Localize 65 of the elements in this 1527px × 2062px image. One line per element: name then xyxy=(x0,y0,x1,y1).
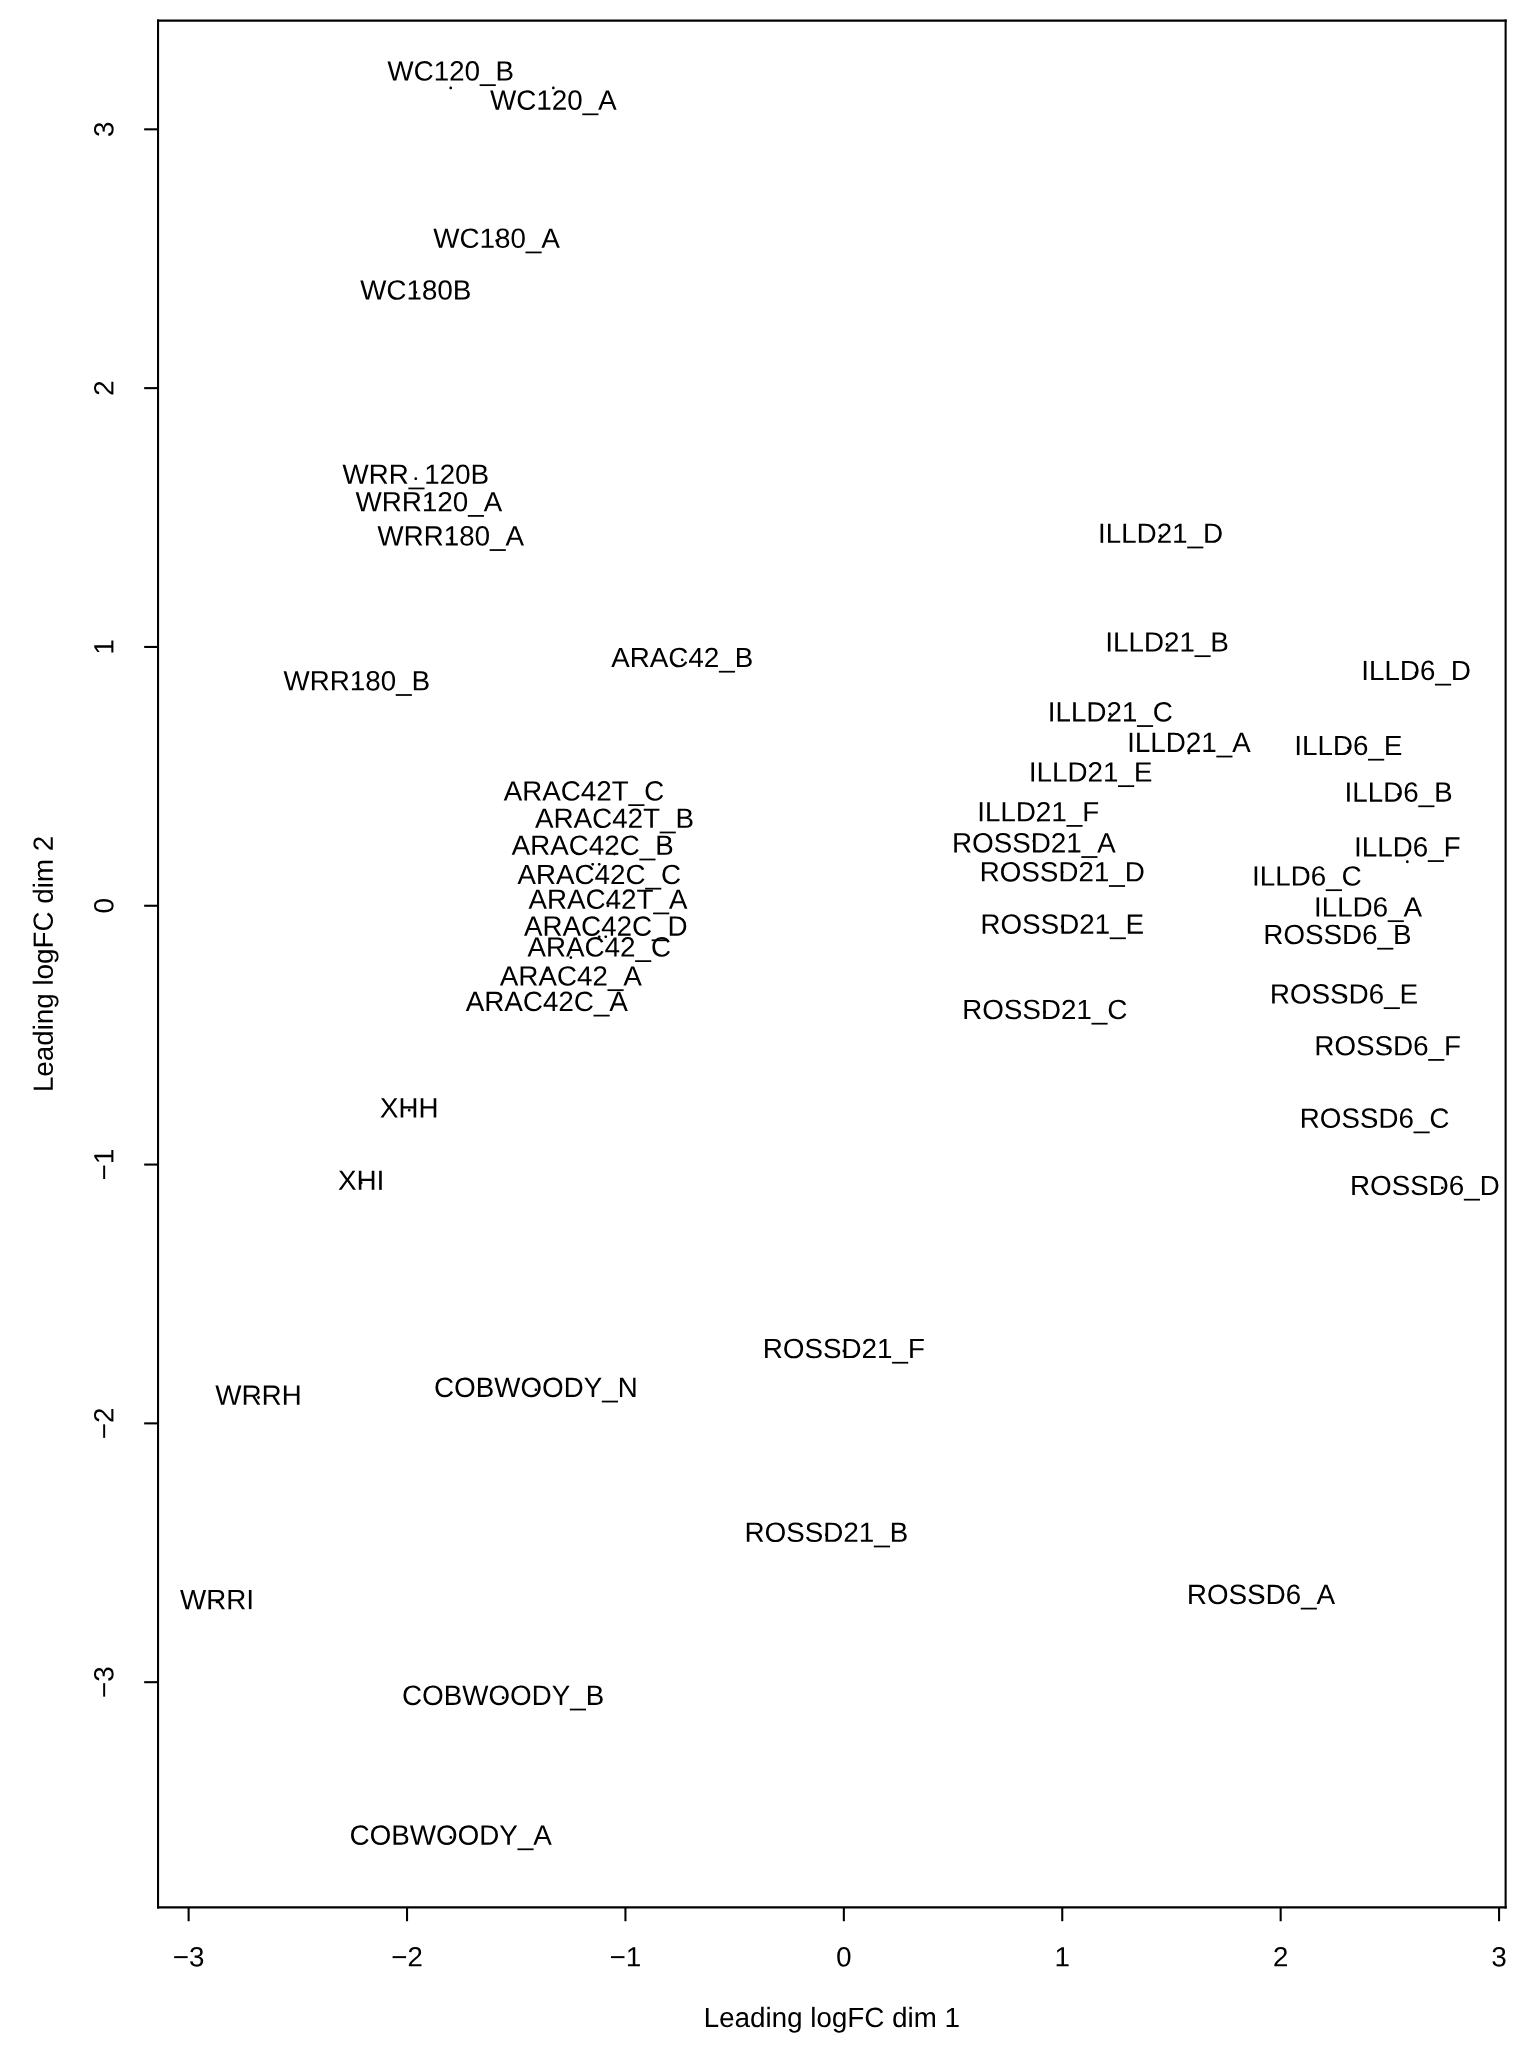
series-label: WC120_B xyxy=(387,61,513,87)
x-axis-title: Leading logFC dim 1 xyxy=(705,2006,959,2033)
series-label: ILLD21_E xyxy=(1031,762,1152,788)
series-label: ILLD21_F xyxy=(979,801,1099,827)
series-label: ROSSD21_E xyxy=(982,914,1143,940)
series-label: ILLD6_D xyxy=(1363,660,1470,686)
x-tick-label: −3 xyxy=(174,1946,204,1967)
series-label: ROSSD21_D xyxy=(981,861,1144,887)
series-label: WC120_A xyxy=(490,90,617,116)
series-label: WRR120_A xyxy=(355,491,503,517)
y-axis-title: Leading logFC dim 2 xyxy=(32,837,59,1090)
series-label: WC180_A xyxy=(433,228,560,254)
series-label: ILLD6_B xyxy=(1347,782,1452,808)
series-label: ILLD6_E xyxy=(1296,735,1402,761)
series-label: ARAC42C_A xyxy=(465,991,628,1017)
series-label: ARAC42C_B xyxy=(511,835,673,861)
x-tick-label: −2 xyxy=(392,1946,422,1967)
x-tick-label: 1 xyxy=(1056,1947,1069,1967)
x-tick-label: 0 xyxy=(837,1946,851,1967)
series-label: WRR180_A xyxy=(377,526,524,551)
series-label: ROSSD6_A xyxy=(1189,1584,1336,1610)
series-label: ROSSD6_F xyxy=(1316,1035,1460,1061)
series-label: ROSSD6_B xyxy=(1265,924,1411,950)
series-label: ROSSD21_B xyxy=(746,1522,907,1548)
series-label: XHI xyxy=(338,1170,382,1190)
series-label: ILLD6_C xyxy=(1254,866,1361,892)
series-label: COBWOODY_B xyxy=(403,1685,603,1711)
series-label: XHH xyxy=(380,1098,437,1118)
series-label: ARAC42_B xyxy=(611,647,752,673)
series-label: ROSSD6_D xyxy=(1352,1175,1499,1201)
series-label: ILLD21_C xyxy=(1050,702,1172,727)
series-label: ROSSD21_C xyxy=(964,999,1127,1025)
series-label: ROSSD6_C xyxy=(1301,1108,1449,1134)
y-tick-label: 0 xyxy=(94,899,114,913)
series-label: ROSSD21_A xyxy=(954,833,1116,858)
series-label: ARAC42_A xyxy=(499,966,642,992)
y-tick-label: 2 xyxy=(94,381,114,395)
y-tick-label: 3 xyxy=(94,122,114,136)
series-label: ILLD21_D xyxy=(1100,523,1222,549)
point xyxy=(551,86,555,90)
series-label: ROSSD21_F xyxy=(765,1338,924,1364)
y-tick-label: −2 xyxy=(94,1408,114,1438)
series-label: ROSSD6_E xyxy=(1272,984,1417,1010)
series-label: ARAC42T_B xyxy=(535,808,693,834)
series-label: ILLD21_B xyxy=(1107,632,1228,658)
x-tick-label: 3 xyxy=(1492,1946,1506,1967)
series-label: WC180B xyxy=(360,280,470,300)
y-tick-label: 1 xyxy=(94,640,114,653)
series-label: ARAC42T_C xyxy=(503,781,664,807)
x-tick-label: 2 xyxy=(1274,1946,1287,1967)
x-tick-label: −1 xyxy=(610,1947,640,1967)
series-label: WRR180_B xyxy=(283,670,429,696)
series-label: COBWOODY_N xyxy=(435,1377,636,1403)
series-label: ILLD6_F xyxy=(1356,837,1460,862)
series-label: ILLD21_A xyxy=(1129,732,1251,758)
series-label: ILLD6_A xyxy=(1316,897,1423,923)
series-label: COBWOODY_A xyxy=(351,1825,552,1851)
series-label: WRR_120B xyxy=(342,464,488,490)
series-label: WRRI xyxy=(180,1590,252,1610)
y-tick-label: −1 xyxy=(94,1150,114,1180)
series-label: ARAC42C_C xyxy=(517,864,680,890)
y-tick-label: −3 xyxy=(94,1667,114,1697)
point xyxy=(449,86,453,90)
series-label: ARAC42T_A xyxy=(528,889,688,915)
series-label: WRRH xyxy=(215,1385,300,1405)
